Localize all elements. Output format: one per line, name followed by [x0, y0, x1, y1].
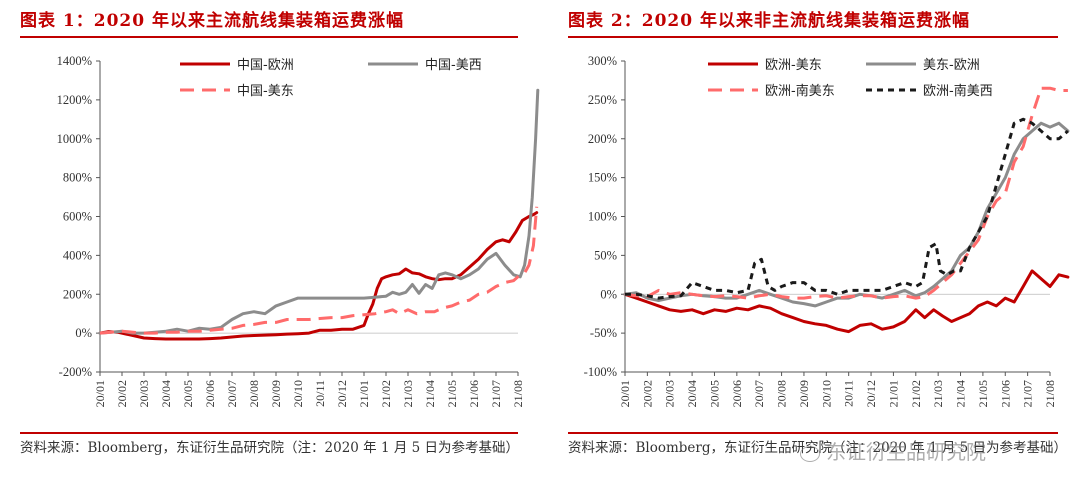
series-line-2 — [623, 121, 1070, 308]
y-tick-label: 0% — [75, 326, 92, 340]
series-line-3 — [624, 86, 1068, 300]
x-tick-label: 20/07 — [752, 380, 766, 407]
series-line-3 — [99, 206, 539, 335]
y-tick-label: 100% — [588, 210, 617, 224]
x-tick-label: 21/02 — [379, 380, 393, 407]
x-tick-label: 21/01 — [357, 380, 371, 407]
watermark-logo: 东证衍生品研究院 — [800, 436, 986, 465]
x-tick-label: 20/04 — [159, 380, 173, 407]
wechat-icon — [800, 445, 820, 462]
x-tick-label: 21/05 — [445, 380, 459, 407]
x-tick-label: 20/12 — [864, 380, 878, 407]
source-note: 资料来源：Bloomberg，东证衍生品研究院（注：2020 年 1 月 5 日… — [20, 440, 520, 456]
x-tick-label: 20/06 — [203, 380, 217, 407]
watermark-text: 东证衍生品研究院 — [826, 440, 986, 464]
x-tick-label: 20/08 — [775, 380, 789, 407]
legend-label: 欧洲-南美西 — [923, 83, 993, 99]
chart-panel-1: 图表 1：2020 年以来主流航线集装箱运费涨幅 -200% 0% 200% 400%… — [20, 11, 540, 456]
x-tick-label: 21/05 — [976, 380, 990, 407]
x-tick-label: 20/04 — [685, 380, 699, 407]
x-tick-label: 20/08 — [247, 380, 261, 407]
chart-panel-2: 图表 2：2020 年以来非主流航线集装箱运费涨幅 -100% -50% 0% 50%… — [548, 0, 1080, 498]
x-tick-label: 20/07 — [225, 380, 239, 407]
x-tick-label: 21/04 — [954, 380, 968, 407]
x-tick-label: 20/09 — [269, 380, 283, 407]
x-tick-label: 20/11 — [842, 380, 856, 407]
x-tick-label: 20/05 — [707, 380, 721, 407]
y-tick-label: 200% — [588, 132, 617, 146]
x-tick-label: 20/10 — [291, 380, 305, 407]
source-rule — [20, 432, 518, 434]
x-tick-label: 20/02 — [640, 380, 654, 407]
y-tick-label: 300% — [588, 54, 617, 68]
x-tick-label: 20/11 — [313, 380, 327, 407]
legend-label: 中国-美西 — [425, 58, 482, 73]
y-tick-label: 1400% — [57, 54, 92, 68]
y-tick-label: 1000% — [57, 132, 92, 146]
y-tick-label: 400% — [63, 248, 92, 262]
title-rule — [20, 36, 518, 38]
x-tick-label: 20/01 — [618, 380, 632, 407]
y-tick-label: 0% — [600, 287, 617, 301]
y-tick-label: -50% — [590, 326, 617, 340]
series-line-1 — [98, 211, 539, 341]
x-tick-label: 20/12 — [335, 380, 349, 407]
title-rule — [568, 36, 1058, 38]
y-tick-label: 600% — [63, 210, 92, 224]
x-tick-label: 20/02 — [115, 380, 129, 407]
x-tick-label: 21/06 — [467, 380, 481, 407]
series-line-1 — [623, 269, 1070, 334]
chart-title: 图表 2：2020 年以来非主流航线集装箱运费涨幅 — [568, 11, 970, 31]
y-tick-label: 1200% — [57, 93, 92, 107]
y-tick-label: 50% — [594, 248, 617, 262]
x-tick-label: 21/06 — [998, 380, 1012, 407]
series-line-4 — [625, 117, 1069, 300]
x-tick-label: 21/02 — [909, 380, 923, 407]
x-tick-label: 20/09 — [797, 380, 811, 407]
x-tick-label: 21/03 — [401, 380, 415, 407]
y-tick-label: 800% — [63, 171, 92, 185]
legend-label: 欧洲-美东 — [765, 58, 822, 73]
x-tick-label: 20/06 — [730, 380, 744, 407]
legend-label: 中国-美东 — [237, 84, 294, 99]
x-tick-label: 20/03 — [137, 380, 151, 407]
x-tick-label: 20/03 — [663, 380, 677, 407]
x-tick-label: 20/10 — [819, 380, 833, 407]
legend-label: 欧洲-南美东 — [765, 83, 835, 99]
x-tick-label: 21/08 — [511, 380, 525, 407]
y-tick-label: 150% — [588, 171, 617, 185]
y-tick-label: -100% — [584, 365, 617, 379]
x-tick-label: 21/07 — [489, 380, 503, 407]
line-chart-1: -200% 0% 200% 400% 600% 800% 1000% 1200% 1400% 20… — [57, 54, 540, 407]
legend-label: 中国-欧洲 — [237, 58, 294, 73]
x-tick-label: 21/03 — [931, 380, 945, 407]
x-tick-label: 21/01 — [886, 380, 900, 407]
y-tick-label: 250% — [588, 93, 617, 107]
line-chart-2: -100% -50% 0% 50% 100% 150% 200% 250% 300% 20/01 2… — [584, 54, 1070, 407]
y-tick-label: 200% — [63, 287, 92, 301]
chart-title: 图表 1：2020 年以来主流航线集装箱运费涨幅 — [20, 11, 404, 31]
x-tick-label: 20/05 — [181, 380, 195, 407]
x-tick-label: 21/08 — [1043, 380, 1057, 407]
x-tick-label: 21/07 — [1021, 380, 1035, 407]
legend-label: 美东-欧洲 — [923, 58, 980, 73]
y-tick-label: -200% — [59, 365, 92, 379]
x-tick-label: 21/04 — [423, 380, 437, 407]
x-tick-label: 20/01 — [93, 380, 107, 407]
source-rule — [568, 432, 1058, 434]
